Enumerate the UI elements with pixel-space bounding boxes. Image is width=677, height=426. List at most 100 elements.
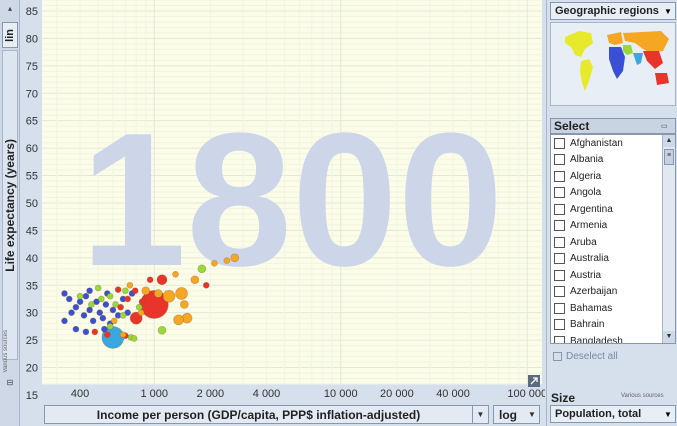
country-bubble[interactable] <box>114 286 122 293</box>
country-bubble[interactable] <box>117 303 124 311</box>
country-bubble[interactable] <box>72 303 80 311</box>
country-bubble[interactable] <box>93 298 100 306</box>
bubble-chart[interactable]: 1800 15 20 25 30 35 40 45 50 55 60 65 70 75 80 85 400 1… <box>20 0 545 402</box>
country-bubble[interactable] <box>76 292 84 300</box>
size-indicator-select[interactable]: Population, total ▼ <box>550 405 676 423</box>
zoom-icon[interactable] <box>528 375 540 387</box>
x-indicator-selector[interactable]: Income per person (GDP/capita, PPP$ infl… <box>44 405 489 424</box>
country-list-item[interactable]: Bahrain <box>551 317 675 334</box>
country-checkbox[interactable] <box>554 187 565 199</box>
country-checkbox[interactable] <box>554 203 565 215</box>
country-checkbox[interactable] <box>554 302 565 314</box>
country-list-item[interactable]: Argentina <box>551 201 675 218</box>
country-list-item[interactable]: Austria <box>551 267 675 284</box>
country-list-item[interactable]: Bangladesh <box>551 333 675 343</box>
country-bubble[interactable] <box>135 303 143 311</box>
country-bubble[interactable] <box>180 300 189 309</box>
chevron-down-icon[interactable]: ▼ <box>528 410 536 419</box>
country-checkbox[interactable] <box>554 335 565 343</box>
country-bubble[interactable] <box>96 309 104 316</box>
country-bubble[interactable] <box>162 289 176 303</box>
country-bubble[interactable] <box>141 286 151 296</box>
y-indicator-selector[interactable]: Life expectancy (years) <box>2 50 18 360</box>
country-bubble[interactable] <box>129 311 143 325</box>
country-bubble[interactable] <box>102 301 110 308</box>
country-bubble[interactable] <box>98 295 105 303</box>
country-bubble[interactable] <box>110 317 118 325</box>
collapse-up-icon[interactable]: ▴ <box>7 4 12 13</box>
chevron-down-icon[interactable]: ▼ <box>664 6 672 16</box>
country-bubble[interactable] <box>173 314 184 326</box>
country-bubble[interactable] <box>99 314 107 322</box>
country-bubble[interactable] <box>80 312 88 319</box>
country-list[interactable]: Afghanistan Albania Algeria Angola Argentina… <box>550 134 676 344</box>
country-bubble[interactable] <box>94 284 102 292</box>
country-bubble[interactable] <box>119 331 127 338</box>
country-bubble[interactable] <box>138 298 146 306</box>
country-bubble[interactable] <box>137 309 145 316</box>
country-bubble[interactable] <box>146 276 154 284</box>
country-checkbox[interactable] <box>554 286 565 298</box>
country-bubble[interactable] <box>131 287 139 295</box>
country-bubble[interactable] <box>72 325 80 333</box>
country-bubble[interactable] <box>101 325 108 333</box>
country-bubble[interactable] <box>106 323 114 330</box>
country-bubble[interactable] <box>65 295 73 303</box>
country-bubble[interactable] <box>119 312 127 319</box>
country-bubble[interactable] <box>124 295 131 303</box>
country-checkbox[interactable] <box>554 319 565 331</box>
country-bubble[interactable] <box>126 281 134 289</box>
deselect-all-button[interactable]: Deselect all <box>553 349 673 363</box>
country-list-item[interactable]: Bahamas <box>551 300 675 317</box>
scroll-up-icon[interactable]: ▲ <box>663 135 675 147</box>
country-bubble[interactable] <box>223 257 231 264</box>
country-bubble[interactable] <box>106 292 114 300</box>
close-panel-icon[interactable]: ▭ <box>661 123 668 130</box>
country-bubble[interactable] <box>91 328 99 336</box>
y-scale-toggle[interactable]: lin <box>2 22 18 48</box>
country-list-item[interactable]: Aruba <box>551 234 675 251</box>
country-bubble[interactable] <box>68 309 75 316</box>
country-list-item[interactable]: Afghanistan <box>551 135 675 152</box>
chevron-down-icon[interactable]: ▼ <box>472 406 488 423</box>
country-bubble[interactable] <box>202 281 210 289</box>
country-bubble[interactable] <box>82 292 90 300</box>
country-bubble[interactable] <box>89 317 97 325</box>
bubbles[interactable] <box>61 253 240 349</box>
country-checkbox[interactable] <box>554 236 565 248</box>
scroll-down-icon[interactable]: ▼ <box>663 331 675 343</box>
country-checkbox[interactable] <box>554 137 565 149</box>
country-bubble[interactable] <box>190 275 200 285</box>
country-bubble[interactable] <box>88 301 95 308</box>
country-list-item[interactable]: Albania <box>551 152 675 169</box>
country-bubble[interactable] <box>157 325 167 335</box>
country-bubble[interactable] <box>112 301 119 308</box>
country-bubble[interactable] <box>197 264 207 274</box>
country-checkbox[interactable] <box>554 154 565 166</box>
country-bubble[interactable] <box>61 290 68 297</box>
country-bubble[interactable] <box>175 287 188 300</box>
country-bubble[interactable] <box>230 253 240 263</box>
country-bubble[interactable] <box>104 331 111 338</box>
country-checkbox[interactable] <box>554 170 565 182</box>
country-bubble[interactable] <box>156 274 168 286</box>
list-scrollbar[interactable]: ▲ ≡ ▼ <box>662 135 675 343</box>
x-scale-select[interactable]: log ▼ <box>493 405 540 424</box>
scroll-thumb[interactable]: ≡ <box>664 149 674 165</box>
country-bubble[interactable] <box>172 270 179 278</box>
world-map-legend[interactable] <box>550 22 676 106</box>
country-checkbox[interactable] <box>554 253 565 265</box>
country-list-item[interactable]: Armenia <box>551 218 675 235</box>
country-bubble[interactable] <box>82 328 90 336</box>
deselect-checkbox[interactable] <box>553 351 562 361</box>
country-checkbox[interactable] <box>554 269 565 281</box>
country-bubble[interactable] <box>76 298 84 306</box>
chevron-down-icon[interactable]: ▼ <box>664 409 672 419</box>
chart-area[interactable]: 1800 15 20 25 30 35 40 45 50 55 60 65 70 75 80 85 400 1… <box>20 0 545 402</box>
country-bubble[interactable] <box>130 335 138 342</box>
country-list-item[interactable]: Azerbaijan <box>551 284 675 301</box>
country-list-item[interactable]: Angola <box>551 185 675 202</box>
source-toggle-icon[interactable]: ⊟ <box>6 378 14 387</box>
country-bubble[interactable] <box>153 289 163 298</box>
country-bubble[interactable] <box>211 260 218 267</box>
